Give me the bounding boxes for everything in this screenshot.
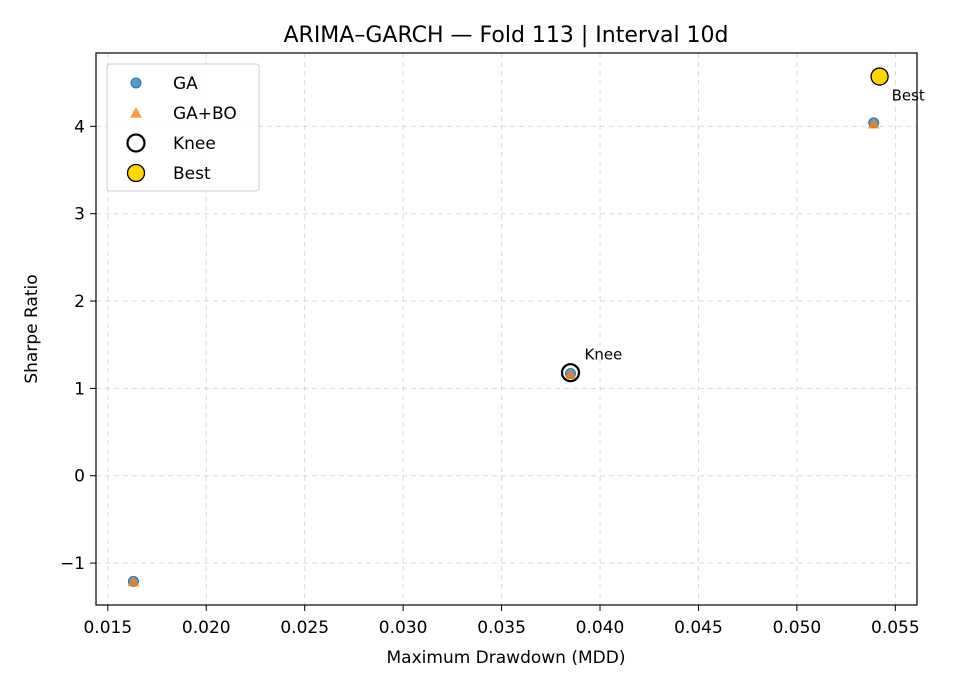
y-tick-label: 2 — [74, 292, 85, 312]
x-tick-label: 0.040 — [576, 618, 625, 638]
point-ga-bo — [867, 117, 880, 129]
y-tick-label: −1 — [60, 554, 85, 574]
y-tick-label: 4 — [74, 117, 85, 137]
point-knee — [560, 363, 581, 383]
legend-label-ga-bo: GA+BO — [173, 104, 237, 124]
x-tick-label: 0.035 — [477, 618, 526, 638]
y-axis-label: Sharpe Ratio — [22, 274, 42, 383]
legend-label-best: Best — [173, 164, 211, 184]
legend-marker-knee — [126, 133, 146, 153]
x-tick-label: 0.025 — [280, 618, 329, 638]
annotations: Knee Best — [584, 87, 924, 364]
x-tick-label: 0.030 — [379, 618, 428, 638]
chart-title: ARIMA–GARCH — Fold 113 | Interval 10d — [283, 23, 728, 48]
legend-label-ga: GA — [173, 74, 198, 94]
point-ga-bo — [127, 575, 140, 587]
x-tick-label: 0.015 — [83, 618, 132, 638]
y-tick-label: 1 — [74, 379, 85, 399]
x-axis-label: Maximum Drawdown (MDD) — [387, 648, 626, 668]
y-tick-label: 3 — [74, 205, 85, 225]
annotation-best: Best — [892, 87, 925, 105]
point-best — [870, 67, 889, 86]
y-tick-label: 0 — [74, 467, 85, 487]
legend-marker-ga-bo — [130, 107, 142, 118]
legend-marker-ga — [130, 77, 142, 89]
plot-area-frame — [95, 52, 918, 606]
legend-label-knee: Knee — [173, 134, 216, 154]
x-tick-label: 0.045 — [674, 618, 723, 638]
x-tick-label: 0.055 — [871, 618, 920, 638]
axis-ticks: 0.015 0.020 0.025 0.030 0.035 0.040 0.045 0.050… — [60, 117, 920, 638]
x-tick-label: 0.020 — [182, 618, 231, 638]
annotation-knee: Knee — [584, 346, 622, 364]
data-points — [127, 67, 889, 587]
point-ga-bo — [564, 368, 577, 380]
x-tick-label: 0.050 — [773, 618, 822, 638]
legend-marker-best — [126, 163, 146, 183]
legend: GA GA+BO Knee Best — [106, 63, 260, 192]
legend-box — [106, 63, 260, 192]
